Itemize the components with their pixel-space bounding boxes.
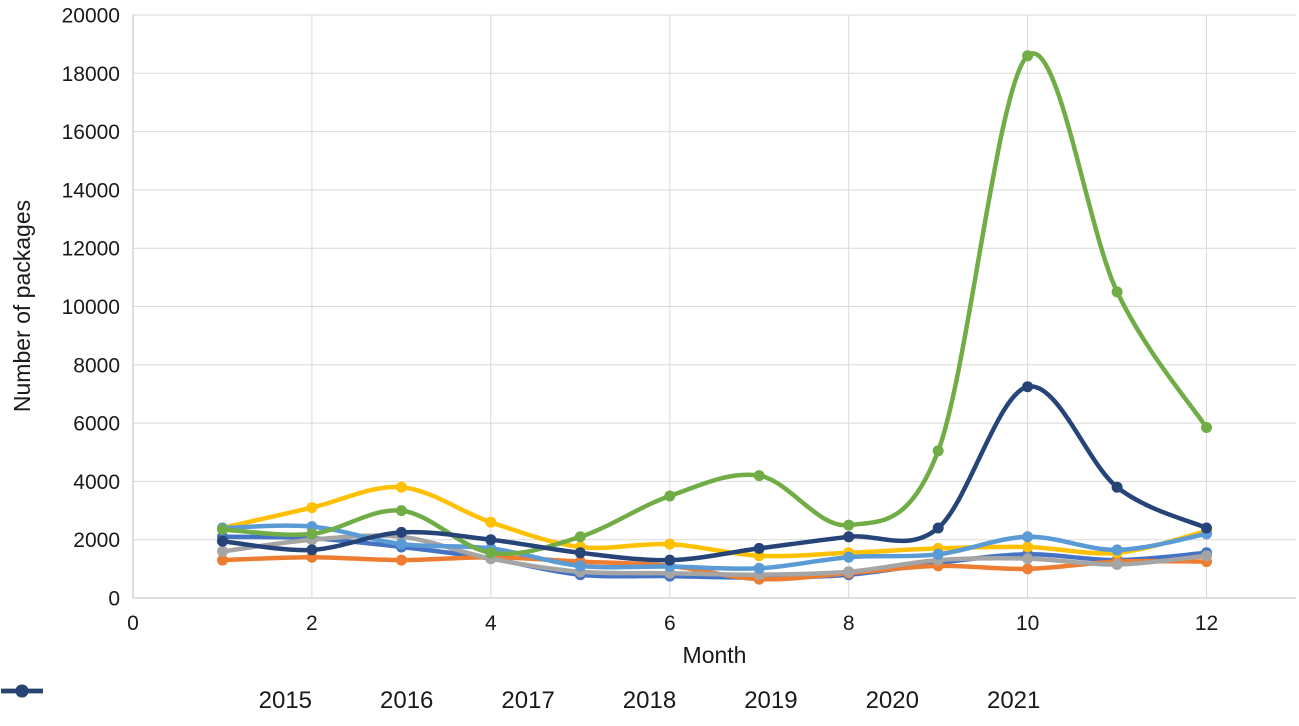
legend-label: 2018 <box>622 687 677 714</box>
y-tick-label: 14000 <box>62 179 120 202</box>
data-point-2018 <box>664 538 676 550</box>
data-point-2021 <box>395 526 407 538</box>
data-point-2020 <box>1111 286 1123 298</box>
data-point-2019 <box>574 560 586 572</box>
data-point-2017 <box>1111 559 1123 570</box>
legend-item-2021: 2021 <box>1 684 1041 715</box>
x-tick-label: 12 <box>1195 612 1218 635</box>
x-tick-label: 6 <box>664 612 676 635</box>
y-tick-label: 18000 <box>62 63 120 86</box>
legend-item-2020: 2020 <box>1 684 919 715</box>
legend-marker-icon <box>1 684 43 698</box>
data-point-2018 <box>1022 541 1034 553</box>
legend-item-2015: 2015 <box>1 684 313 715</box>
y-tick-label: 0 <box>108 588 120 611</box>
x-axis-title: Month <box>682 642 747 668</box>
data-point-2021 <box>932 522 944 534</box>
data-point-2019 <box>395 538 407 550</box>
data-point-2021 <box>1022 381 1034 393</box>
y-tick-label: 12000 <box>62 238 120 261</box>
legend-item-2016: 2016 <box>1 684 434 715</box>
legend: 2015 2016 2017 2018 2019 2020 2021 <box>0 683 1299 719</box>
data-point-2017 <box>843 566 855 578</box>
data-point-2018 <box>395 481 407 493</box>
data-point-2020 <box>664 490 676 502</box>
legend-label: 2019 <box>744 687 798 714</box>
legend-item-2017: 2017 <box>1 684 555 715</box>
legend-label: 2017 <box>501 687 555 714</box>
series-line-2020 <box>220 51 1209 556</box>
series-line-2017 <box>220 533 1209 577</box>
x-tick-label: 8 <box>843 612 855 635</box>
legend-label: 2020 <box>865 687 919 714</box>
data-point-2021 <box>306 544 318 556</box>
data-point-2020 <box>574 531 586 543</box>
x-tick-label: 4 <box>485 612 497 635</box>
y-tick-label: 10000 <box>62 296 120 319</box>
data-point-2018 <box>485 516 497 528</box>
series-line-2019 <box>220 523 1209 571</box>
data-point-2020 <box>485 547 497 559</box>
y-tick-label: 2000 <box>73 529 120 552</box>
data-point-2020 <box>1022 50 1034 62</box>
legend-label: 2015 <box>258 687 313 714</box>
legend-label: 2021 <box>986 687 1041 714</box>
data-point-2020 <box>306 528 318 540</box>
data-point-2019 <box>1111 544 1123 556</box>
data-point-2021 <box>843 531 855 543</box>
data-point-2020 <box>843 519 855 531</box>
data-point-2021 <box>1111 481 1123 493</box>
series-line-2018 <box>220 484 1209 559</box>
y-axis-title: Number of packages <box>9 199 35 413</box>
y-tick-label: 4000 <box>73 471 120 494</box>
data-point-2019 <box>1022 531 1034 543</box>
x-tick-label: 2 <box>306 612 318 635</box>
data-point-2016 <box>1022 563 1034 575</box>
legend-label: 2016 <box>380 687 434 714</box>
data-point-2016 <box>395 554 407 566</box>
data-point-2016 <box>217 554 228 566</box>
series-line-2015 <box>220 534 1209 580</box>
data-point-2019 <box>932 548 944 560</box>
legend-item-2019: 2019 <box>1 684 798 715</box>
data-point-2021 <box>664 554 676 566</box>
data-point-2020 <box>217 524 228 535</box>
x-tick-label: 0 <box>127 612 139 635</box>
data-point-2021 <box>753 542 765 554</box>
y-tick-label: 16000 <box>62 121 120 144</box>
data-point-2020 <box>932 445 944 457</box>
y-tick-label: 8000 <box>73 354 120 377</box>
x-tick-label: 10 <box>1016 612 1039 635</box>
legend-item-2018: 2018 <box>1 684 677 715</box>
data-point-2017 <box>1201 550 1212 562</box>
data-point-2020 <box>753 470 765 482</box>
data-point-2020 <box>395 505 407 517</box>
data-point-2017 <box>217 545 228 557</box>
y-tick-label: 6000 <box>73 413 120 436</box>
data-point-2021 <box>574 547 586 559</box>
data-point-2021 <box>485 534 497 546</box>
data-point-2020 <box>1201 422 1212 433</box>
data-point-2021 <box>217 535 228 547</box>
data-point-2019 <box>753 562 765 574</box>
data-point-2021 <box>1201 522 1212 534</box>
y-tick-label: 20000 <box>62 5 120 28</box>
data-point-2017 <box>1022 553 1034 565</box>
data-point-2019 <box>843 551 855 563</box>
data-point-2018 <box>306 502 318 514</box>
